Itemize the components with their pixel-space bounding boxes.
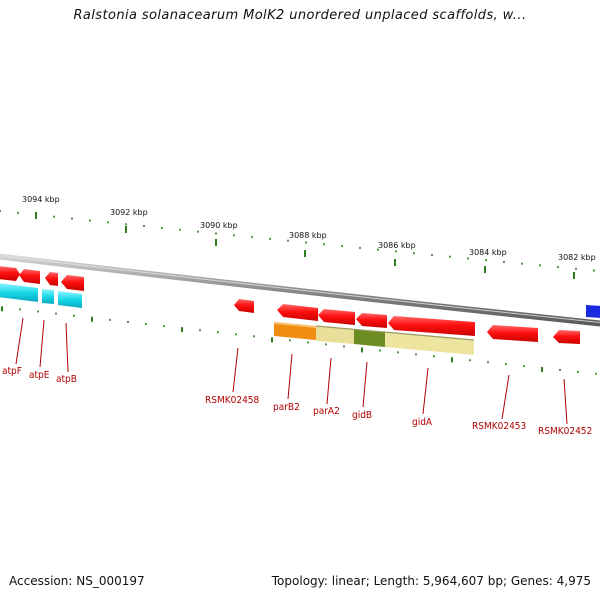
ruler-label-3088: 3088 kbp (289, 231, 327, 240)
ruler-tick-3086: 3086 kbp (378, 241, 416, 266)
feature-atpe[interactable] (42, 289, 54, 304)
gene-label-para2[interactable]: parA2 (313, 406, 340, 417)
ruler-label-3082: 3082 kbp (558, 253, 596, 262)
ruler-tick-3094: 3094 kbp (22, 195, 60, 219)
gene-arrow-gidb-region[interactable] (356, 313, 387, 328)
ruler-label-3084: 3084 kbp (469, 248, 507, 257)
ruler-minor-ticks (0, 210, 595, 272)
ruler-label-3090: 3090 kbp (200, 221, 238, 230)
gene-label-rsmk02458[interactable]: RSMK02458 (205, 395, 260, 406)
gene-arrow-left-1[interactable] (0, 266, 20, 281)
feature-gidb[interactable] (354, 329, 385, 347)
ruler-label-3092: 3092 kbp (110, 208, 148, 217)
inner-tick-row (1, 306, 597, 375)
feature-para2[interactable] (316, 326, 354, 344)
gene-arrow-left-2[interactable] (19, 269, 40, 284)
genome-backbone (0, 253, 600, 327)
genes-label: Genes: (510, 574, 553, 588)
gene-arrow-parb2-region[interactable] (277, 304, 318, 321)
ruler-label-3094: 3094 kbp (22, 195, 60, 204)
gene-arrow-left-3[interactable] (45, 272, 58, 286)
gene-label-parb2[interactable]: parB2 (273, 402, 300, 413)
gene-label-rsmk02453[interactable]: RSMK02453 (472, 421, 526, 432)
atp-features (0, 283, 82, 308)
ruler-tick-3082: 3082 kbp (558, 253, 596, 279)
gene-label-gidb[interactable]: gidB (352, 410, 372, 421)
genes-value: 4,975 (556, 574, 591, 588)
gene-arrow-left-4[interactable] (61, 275, 84, 291)
ruler-tick-3090: 3090 kbp (200, 221, 238, 246)
operon-features (274, 322, 475, 355)
feature-blue-right[interactable] (586, 305, 600, 318)
ruler: 3094 kbp 3092 kbp 3090 kbp 3088 kbp 3086… (0, 195, 596, 279)
accession-label: Accession: (9, 574, 73, 588)
gene-label-gida[interactable]: gidA (412, 417, 433, 428)
ruler-tick-3088: 3088 kbp (289, 231, 327, 257)
gene-label-rsmk02452[interactable]: RSMK02452 (538, 426, 592, 437)
ruler-label-3086: 3086 kbp (378, 241, 416, 250)
genome-summary: Topology: linear; Length: 5,964,607 bp; … (271, 574, 591, 588)
topology-value: linear (331, 574, 366, 588)
topology-label: Topology: (271, 574, 328, 588)
gene-arrow-rsmk02452[interactable] (553, 330, 580, 344)
feature-gida[interactable] (385, 332, 474, 355)
gene-label-atpe[interactable]: atpE (29, 370, 50, 381)
gene-labels: atpF atpE atpB RSMK02458 parB2 parA2 gid… (2, 366, 592, 437)
gene-arrow-rsmk02453[interactable] (487, 325, 538, 342)
length-label: Length: (373, 574, 420, 588)
label-leaders (15, 317, 568, 425)
map-title: Ralstonia solanacearum MolK2 unordered u… (73, 8, 527, 23)
feature-atpb[interactable] (58, 291, 82, 308)
gene-arrow-gida-region[interactable] (388, 316, 475, 336)
gene-arrow-rsmk02458[interactable] (234, 299, 254, 313)
gene-arrows (0, 266, 580, 344)
accession-value: NS_000197 (76, 574, 145, 588)
length-value: 5,964,607 bp (422, 574, 503, 588)
gene-label-atpb[interactable]: atpB (56, 374, 77, 385)
gene-label-atpf[interactable]: atpF (2, 366, 22, 377)
accession-info: Accession: NS_000197 (9, 574, 145, 588)
feature-atpf[interactable] (0, 283, 38, 302)
ruler-tick-3084: 3084 kbp (469, 248, 507, 273)
gene-arrow-para2-region[interactable] (318, 309, 355, 325)
ruler-tick-3092: 3092 kbp (110, 208, 148, 233)
